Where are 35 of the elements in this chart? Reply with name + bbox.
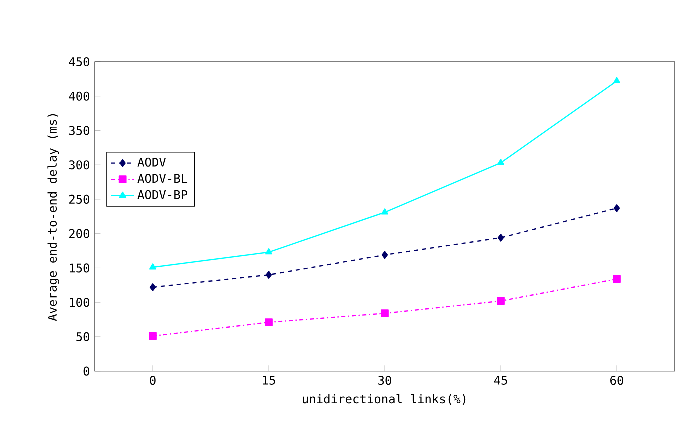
point [498, 234, 504, 242]
point [497, 297, 505, 305]
x-tick-label: 30 [378, 376, 392, 385]
point [150, 283, 156, 292]
y-axis-title: Average end-to-end delay (ms) [48, 114, 60, 322]
y-tick-label: 450 [69, 57, 90, 66]
legend-label: AODV [138, 158, 166, 167]
x-tick-label: 60 [610, 376, 624, 385]
legend-label: AODV-BP [138, 190, 188, 200]
y-tick-label: 400 [69, 92, 90, 101]
x-tick-label: 0 [150, 376, 156, 385]
point [614, 77, 620, 84]
point [382, 251, 388, 259]
point [266, 271, 272, 279]
point [150, 263, 156, 270]
point [613, 275, 621, 283]
y-tick-label: 150 [70, 264, 90, 273]
x-tick-label: 15 [263, 376, 276, 385]
x-tick-label: 45 [494, 376, 508, 385]
y-tick-label: 50 [76, 332, 90, 342]
y-tick-label: 200 [70, 229, 90, 238]
y-tick-label: 300 [69, 160, 90, 170]
point [498, 158, 504, 166]
point [382, 208, 388, 215]
y-tick-label: 350 [69, 126, 90, 136]
point [381, 309, 389, 318]
point [614, 204, 620, 212]
y-tick-label: 100 [70, 298, 90, 307]
point [265, 318, 273, 326]
x-axis-title: unidirectional links(%) [303, 394, 466, 405]
y-tick-label: 0 [84, 366, 90, 376]
y-tick-label: 250 [70, 194, 90, 204]
point [266, 248, 272, 255]
point [149, 332, 157, 340]
legend-label: AODV-BL [138, 174, 188, 184]
